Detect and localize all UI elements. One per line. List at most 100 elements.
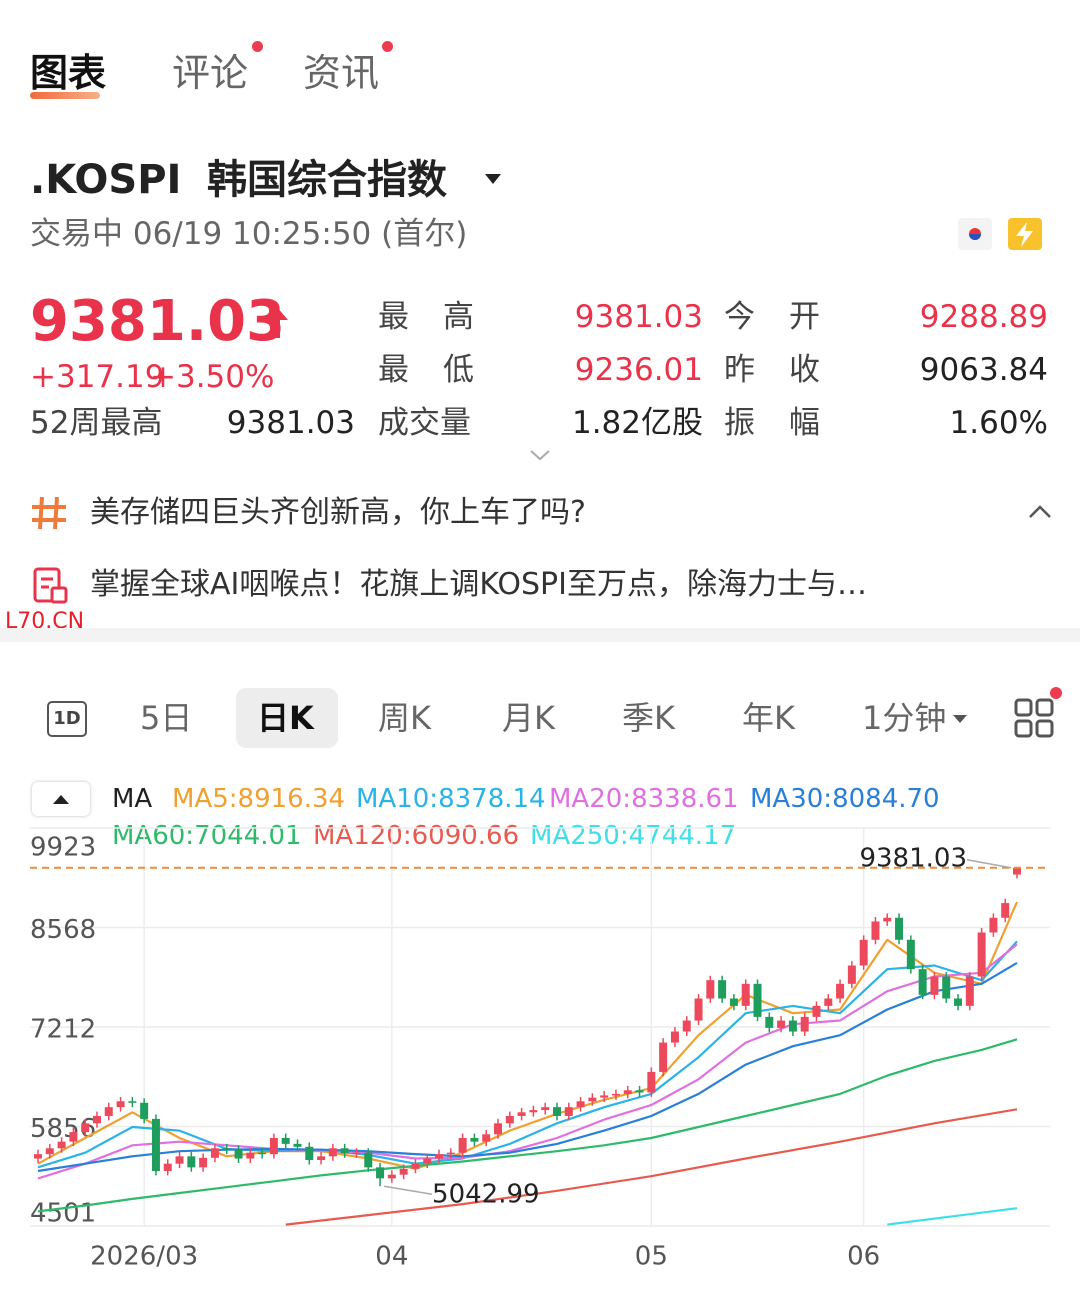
- candle-body: [706, 980, 715, 999]
- ma-line: [37, 961, 1018, 1173]
- candle-body: [140, 1102, 149, 1119]
- candle-body: [659, 1042, 668, 1072]
- stat-value: 9063.84: [919, 352, 1048, 388]
- candle-body: [328, 1148, 337, 1157]
- y-tick-label: 4501: [30, 1199, 96, 1229]
- stat-value: 9288.89: [919, 299, 1048, 335]
- badge-dot: [252, 41, 263, 52]
- candle-body: [588, 1097, 597, 1102]
- candle-body: [1001, 903, 1010, 918]
- candle-body: [718, 980, 727, 999]
- candle-body: [541, 1107, 550, 1111]
- candle-body: [423, 1158, 432, 1164]
- legend-title: MA: [112, 784, 153, 814]
- tab[interactable]: 资讯: [303, 51, 380, 95]
- badge-dot: [382, 41, 393, 52]
- period-button[interactable]: 周K: [378, 699, 431, 737]
- period-button[interactable]: 月K: [502, 699, 555, 737]
- candle-body: [505, 1115, 514, 1124]
- candle-body: [871, 921, 880, 940]
- candle-body: [576, 1101, 585, 1108]
- x-tick-label: 05: [635, 1242, 668, 1272]
- last-price: 9381.03: [30, 289, 286, 354]
- dropdown-arrow[interactable]: [952, 713, 968, 725]
- candle-body: [305, 1146, 314, 1161]
- ma-line: [37, 1038, 1018, 1213]
- market-status: 交易中 06/19 10:25:50 (首尔): [30, 216, 468, 252]
- up-arrow: [264, 306, 288, 338]
- period-button[interactable]: 1D: [47, 701, 87, 737]
- period-button[interactable]: 季K: [622, 699, 675, 737]
- candle-body: [293, 1143, 302, 1147]
- candle-body: [151, 1118, 160, 1172]
- candle-body: [494, 1123, 503, 1135]
- candle-body: [258, 1152, 267, 1155]
- stat-value: 9236.01: [574, 352, 703, 388]
- tab[interactable]: 评论: [172, 51, 249, 95]
- news-headline[interactable]: 掌握全球AI咽喉点！花旗上调KOSPI至万点，除海力士与…: [90, 567, 867, 602]
- news-headline[interactable]: 美存储四巨头齐创新高，你上车了吗?: [90, 495, 586, 530]
- x-tick-label: 2026/03: [90, 1242, 198, 1272]
- candle-body: [482, 1134, 491, 1142]
- candle-body: [600, 1095, 609, 1098]
- candle-body: [906, 939, 915, 970]
- stat-label: 成交量: [378, 405, 471, 441]
- ma-line: [887, 1207, 1018, 1226]
- y-tick-label: 8568: [30, 915, 96, 945]
- dropdown-arrow[interactable]: [484, 172, 502, 186]
- index-name[interactable]: 韩国综合指数: [207, 157, 447, 203]
- candle-body: [800, 1016, 809, 1032]
- legend-item: MA30:8084.70: [750, 784, 940, 814]
- candle-body: [694, 998, 703, 1021]
- candle-body: [942, 976, 951, 999]
- candle-body: [57, 1141, 66, 1149]
- candle-body: [564, 1107, 573, 1116]
- candle-body: [859, 939, 868, 966]
- ma-toggle[interactable]: [32, 782, 90, 816]
- expand-chevron[interactable]: [529, 448, 551, 462]
- stat-label: 最低: [378, 352, 474, 388]
- x-tick-label: 06: [847, 1242, 880, 1272]
- stat-value: 1.82亿股: [571, 405, 703, 441]
- period-button[interactable]: 1分钟: [862, 699, 947, 737]
- candle-body: [116, 1101, 125, 1108]
- candle-body: [741, 983, 750, 1006]
- candle-body: [611, 1093, 620, 1096]
- stat-value: 9381.03: [574, 299, 703, 335]
- candle-body: [989, 917, 998, 933]
- candle-body: [918, 969, 927, 995]
- candle-body: [836, 983, 845, 999]
- legend-item: MA20:8338.61: [549, 784, 739, 814]
- candle-body: [234, 1149, 243, 1159]
- period-button[interactable]: 年K: [742, 699, 795, 737]
- stat-value: 9381.03: [226, 405, 355, 441]
- stat-label: 昨收: [724, 352, 820, 388]
- period-button[interactable]: 日K: [257, 699, 314, 737]
- candle-body: [812, 1005, 821, 1017]
- candle-body: [69, 1132, 78, 1142]
- period-button[interactable]: 5日: [140, 699, 193, 737]
- candle-body: [34, 1154, 42, 1159]
- y-tick-label: 7212: [30, 1015, 96, 1045]
- ma-line: [285, 1108, 1018, 1226]
- candle-body: [222, 1148, 231, 1150]
- candle-body: [45, 1148, 54, 1155]
- tab[interactable]: 图表: [30, 51, 107, 95]
- candle-body: [281, 1137, 290, 1144]
- watermark: L70.CN: [5, 609, 85, 634]
- price-change-pct: +3.50%: [150, 359, 275, 395]
- price-change: +317.19: [30, 359, 165, 395]
- candle-body: [163, 1163, 172, 1172]
- candle-body: [175, 1156, 184, 1164]
- stat-value: 1.60%: [949, 405, 1048, 441]
- ma-line: [37, 901, 1019, 1170]
- candle-body: [883, 917, 892, 922]
- candle-body: [788, 1020, 797, 1032]
- stat-label: 振幅: [724, 405, 820, 441]
- article-icon: [33, 567, 68, 604]
- annotation-leader: [966, 859, 1012, 869]
- legend-item: MA5:8916.34: [172, 784, 346, 814]
- layout-button[interactable]: [1012, 684, 1062, 740]
- collapse-chevron[interactable]: [1028, 504, 1052, 520]
